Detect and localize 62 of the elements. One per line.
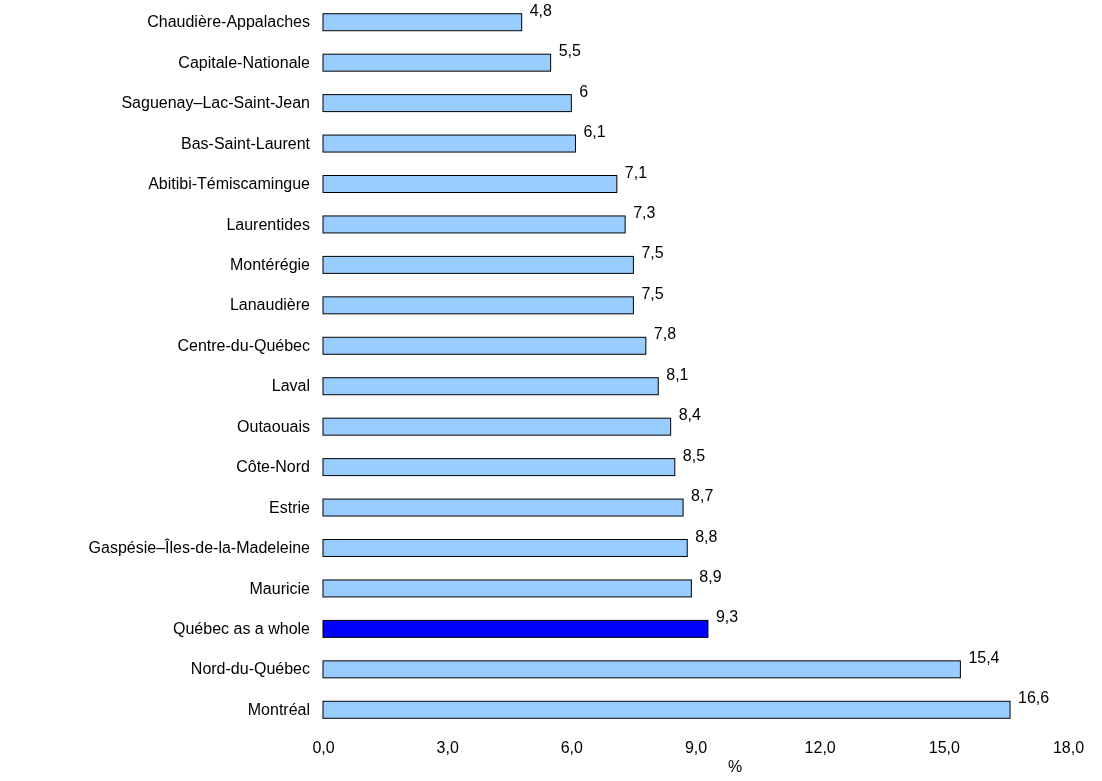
bar bbox=[322, 377, 659, 396]
data-label: 8,9 bbox=[699, 567, 722, 585]
data-label: 5,5 bbox=[558, 42, 581, 60]
bar bbox=[322, 255, 634, 274]
x-tick-label: 6,0 bbox=[560, 739, 584, 757]
y-tick-label: Capitale-Nationale bbox=[178, 53, 311, 71]
y-tick-label: Nord-du-Québec bbox=[190, 660, 310, 678]
bar bbox=[322, 175, 618, 193]
bar bbox=[322, 296, 634, 315]
y-tick-label: Côte-Nord bbox=[236, 458, 310, 476]
bar bbox=[322, 700, 1011, 719]
y-tick-label: Lanaudière bbox=[229, 296, 311, 314]
x-tick-label: 9,0 bbox=[684, 739, 708, 757]
data-label: 7,5 bbox=[641, 284, 664, 302]
y-tick-label: Saguenay–Lac-Saint-Jean bbox=[121, 94, 310, 112]
bar bbox=[322, 13, 523, 32]
y-tick-label: Montérégie bbox=[229, 256, 311, 274]
bar bbox=[322, 417, 672, 436]
data-label: 8,1 bbox=[666, 365, 689, 383]
bar bbox=[322, 498, 684, 517]
x-tick-label: 0,0 bbox=[312, 739, 335, 757]
x-tick-label: 18,0 bbox=[1052, 739, 1085, 757]
bar bbox=[322, 134, 576, 153]
data-label: 16,6 bbox=[1018, 689, 1050, 707]
data-label: 7,5 bbox=[641, 244, 664, 262]
data-label: 8,5 bbox=[682, 446, 706, 464]
bar bbox=[322, 215, 626, 234]
data-label: 8,4 bbox=[678, 406, 702, 424]
data-label: 7,8 bbox=[653, 325, 677, 343]
x-axis-title: % bbox=[727, 758, 743, 775]
bar bbox=[322, 94, 572, 113]
bar bbox=[322, 458, 676, 477]
bar bbox=[322, 660, 961, 679]
y-tick-label: Laval bbox=[271, 377, 310, 395]
bar bbox=[322, 579, 692, 598]
y-tick-label: Outaouais bbox=[237, 417, 310, 435]
x-tick-label: 3,0 bbox=[436, 739, 459, 757]
y-tick-label: Mauricie bbox=[249, 579, 311, 597]
data-label: 8,7 bbox=[691, 487, 714, 505]
x-tick-label: 15,0 bbox=[928, 739, 961, 757]
data-label: 9,3 bbox=[715, 608, 739, 626]
y-tick-label: Québec as a whole bbox=[173, 620, 311, 638]
y-tick-label: Gaspésie–Îles-de-la-Madeleine bbox=[88, 538, 311, 557]
data-label: 15,4 bbox=[968, 648, 1000, 666]
data-label: 6,1 bbox=[583, 123, 606, 141]
x-tick-label: 12,0 bbox=[804, 739, 836, 757]
data-label: 4,8 bbox=[529, 1, 553, 19]
y-tick-label: Bas-Saint-Laurent bbox=[181, 134, 311, 152]
y-tick-label: Montréal bbox=[247, 700, 310, 718]
y-tick-label: Abitibi-Témiscamingue bbox=[148, 175, 311, 193]
data-label: 7,1 bbox=[624, 163, 648, 181]
data-label: 6 bbox=[579, 82, 589, 100]
y-tick-label: Chaudière-Appalaches bbox=[147, 13, 310, 31]
y-tick-label: Laurentides bbox=[226, 215, 310, 233]
data-label: 7,3 bbox=[633, 203, 656, 221]
bar bbox=[322, 336, 647, 355]
bar bbox=[322, 53, 552, 72]
bar bbox=[322, 539, 688, 557]
bar bbox=[322, 619, 709, 638]
y-tick-label: Estrie bbox=[269, 498, 311, 516]
data-label: 8,8 bbox=[695, 527, 718, 545]
y-tick-label: Centre-du-Québec bbox=[177, 336, 310, 354]
